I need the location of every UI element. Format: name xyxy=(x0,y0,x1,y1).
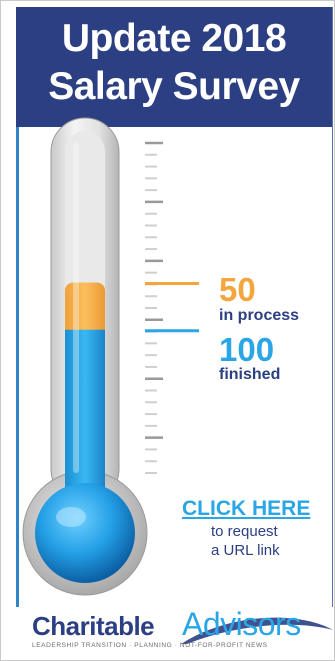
click-here-link[interactable]: CLICK HERE xyxy=(182,497,311,520)
in-process-label: in process xyxy=(219,307,300,324)
bulb-fill xyxy=(35,483,135,583)
request-text-line1: to request xyxy=(211,523,278,540)
finished-label: finished xyxy=(219,366,281,383)
in-process-count: 50 xyxy=(219,271,256,308)
bulb-highlight xyxy=(56,507,86,527)
logo-tagline: LEADERSHIP TRANSITION · PLANNING · NOT-F… xyxy=(32,642,268,649)
title-line-2: Salary Survey xyxy=(48,65,300,108)
tube-highlight xyxy=(73,143,79,473)
finished-count: 100 xyxy=(219,331,275,368)
logo-word-advisors: Advisors xyxy=(182,606,301,642)
request-text-line2: a URL link xyxy=(211,542,280,559)
right-border-line xyxy=(332,7,333,607)
thermometer-graphic xyxy=(22,117,199,596)
logo-swoosh-icon xyxy=(181,617,333,644)
left-accent-line xyxy=(16,127,19,607)
logo-word-charitable: Charitable xyxy=(32,611,155,641)
banner-header: Update 2018 Salary Survey xyxy=(16,7,332,127)
scale-ticks xyxy=(145,141,163,474)
title-line-1: Update 2018 xyxy=(61,17,287,60)
charitable-advisors-logo: Charitable Advisors LEADERSHIP TRANSITIO… xyxy=(32,606,333,652)
